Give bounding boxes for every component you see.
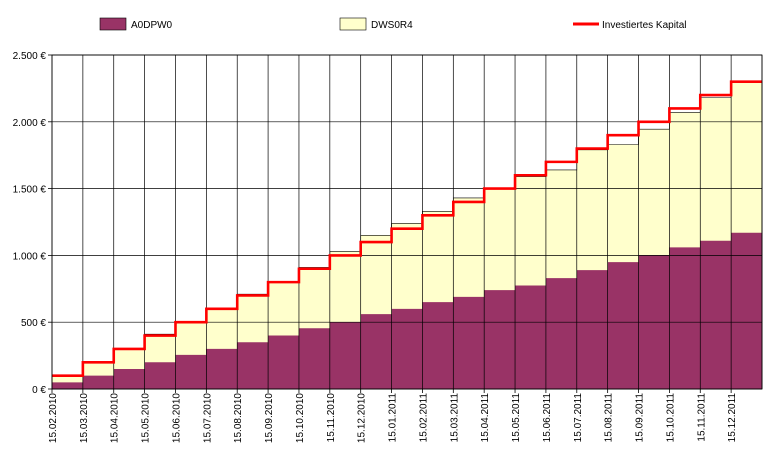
x-tick-label: 15.12.2010 <box>357 393 368 443</box>
x-tick-label: 15.05.2011 <box>511 393 522 443</box>
x-tick-label: 15.11.2010 <box>326 393 337 443</box>
x-tick-label: 15.10.2011 <box>665 393 676 443</box>
x-tick-label: 15.08.2011 <box>604 393 615 443</box>
x-tick-label: 15.10.2010 <box>295 393 306 443</box>
y-tick-label: 1.500 € <box>13 185 47 196</box>
x-tick-label: 15.02.2011 <box>418 393 429 443</box>
x-tick-label: 15.04.2010 <box>110 393 121 443</box>
x-tick-label: 15.06.2010 <box>171 393 182 443</box>
plot-border <box>51 54 763 390</box>
y-tick-label: 500 € <box>21 318 46 329</box>
plot-area: 0 € 500 € 1.000 € 1.500 € 2.000 € 2.500 € 15.0… <box>13 51 763 443</box>
legend-label-investiertes-kapital: Investiertes Kapital <box>602 20 687 31</box>
x-tick-label: 15.05.2010 <box>141 393 152 443</box>
x-tick-label: 15.03.2011 <box>449 393 460 443</box>
legend: A0DPW0 DWS0R4 Investiertes Kapital <box>99 17 687 31</box>
line-investiertes-kapital <box>52 80 762 377</box>
legend-label-dws0r4: DWS0R4 <box>371 20 413 31</box>
y-tick-label: 2.500 € <box>13 51 47 62</box>
x-tick-label: 15.02.2010 <box>48 393 59 443</box>
area-a0dpw0 <box>52 232 762 389</box>
x-tick-label: 15.03.2010 <box>79 393 90 443</box>
x-tick-label: 15.08.2010 <box>233 393 244 443</box>
x-tick-label: 15.04.2011 <box>480 393 491 443</box>
y-tick-label: 0 € <box>32 385 46 396</box>
x-tick-label: 15.09.2010 <box>264 393 275 443</box>
y-tick-label: 2.000 € <box>13 118 47 129</box>
legend-swatch-dws0r4 <box>339 17 367 31</box>
legend-swatch-a0dpw0 <box>99 17 127 31</box>
x-tick-label: 15.09.2011 <box>635 393 646 443</box>
x-tick-label: 15.11.2011 <box>696 393 707 442</box>
x-tick-label: 15.01.2011 <box>388 393 399 443</box>
x-tick-label: 15.12.2011 <box>727 393 738 443</box>
x-tick-label: 15.07.2011 <box>573 393 584 443</box>
x-tick-label: 15.07.2010 <box>202 393 213 443</box>
y-tick-label: 1.000 € <box>13 251 47 262</box>
legend-label-a0dpw0: A0DPW0 <box>131 20 173 31</box>
x-tick-label: 15.06.2011 <box>542 393 553 443</box>
